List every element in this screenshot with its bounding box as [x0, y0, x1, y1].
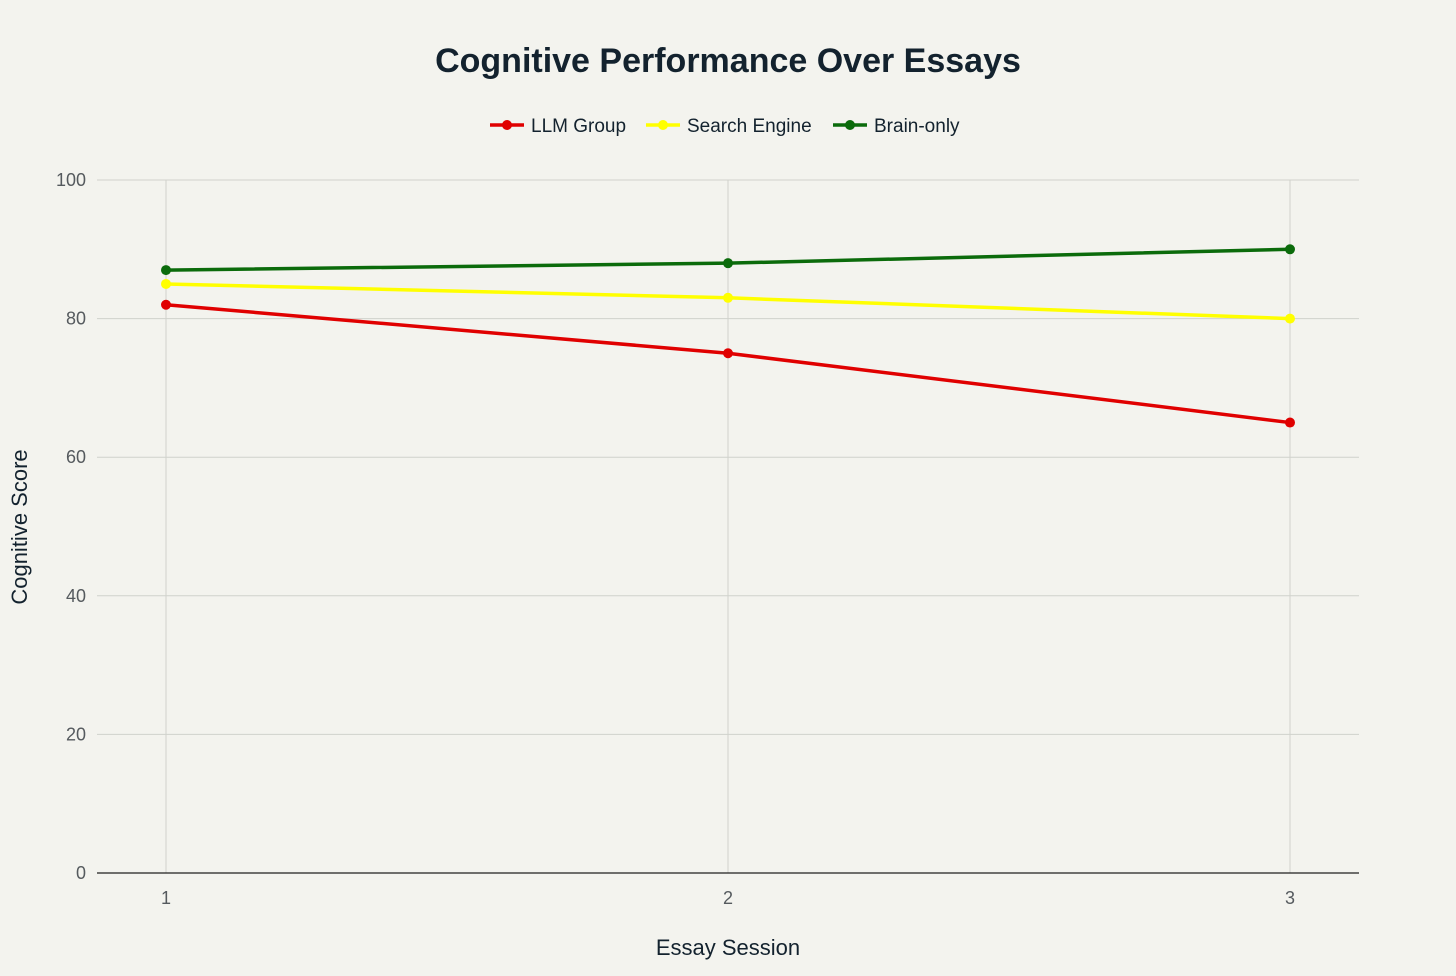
x-tick-label: 3 [1285, 888, 1295, 908]
legend: LLM Group Search Engine Brain-only [490, 116, 960, 137]
series-brain-only [161, 244, 1295, 276]
legend-label: Brain-only [874, 116, 960, 137]
data-point [1285, 244, 1295, 255]
y-axis-title: Cognitive Score [7, 449, 32, 604]
y-tick-label: 60 [66, 447, 86, 467]
data-point [723, 258, 733, 269]
y-axis-ticks: 0 20 40 60 80 100 [56, 170, 86, 883]
data-point [1285, 417, 1295, 428]
legend-swatch-marker [658, 120, 668, 130]
legend-item: LLM Group [490, 116, 626, 137]
legend-swatch-marker [502, 120, 512, 130]
y-tick-label: 100 [56, 170, 86, 190]
data-point [161, 299, 171, 310]
y-tick-label: 0 [76, 863, 86, 883]
series-layer [161, 244, 1295, 428]
data-point [161, 278, 171, 289]
y-tick-label: 80 [66, 309, 86, 329]
data-point [161, 265, 171, 276]
series-llm-group [161, 299, 1295, 428]
x-tick-label: 2 [723, 888, 733, 908]
x-axis-ticks: 1 2 3 [161, 888, 1295, 908]
data-point [1285, 313, 1295, 324]
x-axis-title: Essay Session [656, 935, 800, 960]
y-tick-label: 20 [66, 724, 86, 744]
legend-item: Brain-only [833, 116, 960, 137]
legend-label: Search Engine [687, 116, 812, 137]
grid [97, 179, 1359, 874]
legend-label: LLM Group [531, 116, 626, 137]
data-point [723, 292, 733, 303]
y-tick-label: 40 [66, 586, 86, 606]
chart-title: Cognitive Performance Over Essays [435, 42, 1021, 80]
legend-swatch-marker [845, 120, 855, 130]
legend-item: Search Engine [646, 116, 812, 137]
data-point [723, 348, 733, 359]
series-search-engine [161, 278, 1295, 324]
x-tick-label: 1 [161, 888, 171, 908]
